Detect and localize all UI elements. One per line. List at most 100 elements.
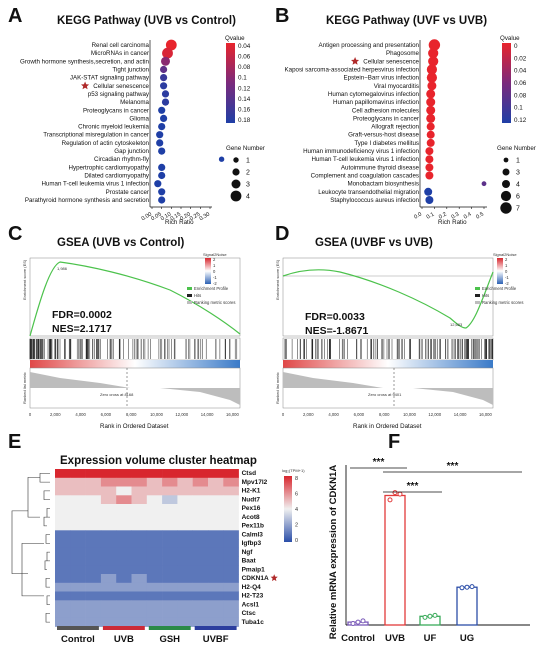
gene-size-label: 4 <box>246 194 250 201</box>
qvalue-tick: 0.16 <box>238 106 251 113</box>
heatmap-cell <box>132 557 148 566</box>
gene-row-label: Acsl1 <box>242 601 260 608</box>
heatmap-cell <box>147 530 163 539</box>
panel-c-ranking-metric <box>30 372 240 405</box>
heatmap-cell <box>70 478 86 487</box>
heatmap-cell <box>193 548 209 557</box>
pathway-label: Graft-versus-host disease <box>348 132 419 139</box>
qvalue-tick: 0.1 <box>238 75 247 82</box>
x-tick-label: 6,000 <box>101 412 112 417</box>
colorbar-tick: 0 <box>213 269 216 274</box>
pathway-dot <box>482 181 487 186</box>
heatmap-cell <box>193 574 209 583</box>
heatmap-cell <box>223 618 239 627</box>
heatmap-cell <box>55 592 71 601</box>
heatmap-cell <box>193 522 209 531</box>
pathway-dot <box>425 172 433 180</box>
legend-swatch <box>475 294 480 297</box>
heatmap-cell <box>162 574 178 583</box>
heatmap-cell <box>193 539 209 548</box>
gene-size-dot <box>233 157 238 162</box>
heatmap-cell <box>223 548 239 557</box>
heatmap-cell <box>116 469 132 478</box>
heatmap-cell <box>132 609 148 618</box>
pathway-dot <box>160 74 167 81</box>
panel-a-gene-legend: 1 2 3 4 <box>231 157 250 201</box>
group-bar <box>195 626 237 630</box>
heatmap-cell <box>162 618 178 627</box>
pathway-dot <box>427 139 435 147</box>
pathway-label: Parathyroid hormone synthesis and secret… <box>25 197 150 204</box>
heatmap-cell <box>208 574 224 583</box>
heatmap-cell <box>147 609 163 618</box>
heatmap-cell <box>147 557 163 566</box>
panel-label-d: D <box>275 223 289 245</box>
heatmap-cell <box>177 469 193 478</box>
qvalue-tick: 0.08 <box>238 64 251 71</box>
panel-d-fdr: FDR=0.0033 <box>305 311 365 323</box>
x-category-label: UVB <box>385 633 405 644</box>
heatmap-cell <box>162 513 178 522</box>
heatmap-cell <box>101 618 117 627</box>
heatmap-cell <box>70 592 86 601</box>
heatmap-cell <box>208 618 224 627</box>
heatmap-cell <box>86 469 102 478</box>
pathway-dot <box>426 89 435 98</box>
pathway-label: Antigen processing and presentation <box>319 42 420 49</box>
heatmap-cell <box>86 522 102 531</box>
heatmap-cell <box>132 487 148 496</box>
heatmap-cell <box>223 592 239 601</box>
heatmap-cell <box>70 600 86 609</box>
heatmap-cell <box>86 592 102 601</box>
gene-row-label: Igfbp3 <box>242 540 262 547</box>
colorbar-tick: 6 <box>295 492 298 498</box>
pathway-label: Proteoglycans in cancer <box>353 115 419 122</box>
heatmap-cell <box>101 609 117 618</box>
panel-d-ylabel-bottom: Ranked list metric <box>275 372 280 404</box>
pathway-dot <box>427 81 436 90</box>
pathway-label: Type I diabetes mellitus <box>354 140 419 147</box>
data-point <box>356 620 360 624</box>
panel-e-colorbar <box>284 476 292 542</box>
pathway-label: Monobactam biosynthesis <box>347 181 419 188</box>
dendrogram-branch <box>28 477 40 517</box>
pathway-label: Allograft rejection <box>371 124 419 131</box>
heatmap-cell <box>132 600 148 609</box>
heatmap-cell <box>162 487 178 496</box>
dendrogram-branch <box>47 508 50 517</box>
heatmap-cell <box>193 609 209 618</box>
heatmap-cell <box>147 504 163 513</box>
colorbar-tick: 2 <box>295 523 298 529</box>
heatmap-cell <box>162 600 178 609</box>
x-tick-label: 6,000 <box>354 412 365 417</box>
panel-d-legend: Enrichment ProfileHitsRanking metric sco… <box>475 286 523 305</box>
heatmap-cell <box>132 548 148 557</box>
gene-row-label: H2-K1 <box>242 488 261 495</box>
heatmap-cell <box>208 469 224 478</box>
heatmap-cell <box>101 469 117 478</box>
heatmap-cell <box>147 522 163 531</box>
heatmap-cell <box>177 504 193 513</box>
pathway-dot <box>425 163 433 171</box>
heatmap-cell <box>116 592 132 601</box>
dendrogram-branch <box>40 473 50 482</box>
qvalue-tick: 0.04 <box>514 68 527 75</box>
panel-d-title: GSEA (UVBF vs UVB) <box>315 237 433 249</box>
group-label: Control <box>61 634 95 645</box>
heatmap-cell <box>208 600 224 609</box>
heatmap-cell <box>223 487 239 496</box>
heatmap-cell <box>147 539 163 548</box>
panel-d-colorbar-ticks: 210-1-2 <box>505 257 509 286</box>
heatmap-cell <box>86 478 102 487</box>
gene-row-label: Baat <box>242 558 257 565</box>
pathway-label: Human cytomegalovirus infection <box>328 91 420 98</box>
panel-c-xticks: 0 2,000 4,000 6,000 8,000 10,000 12,000 14,000 1… <box>29 412 240 417</box>
pathway-label: Staphylococcus aureus infection <box>330 197 419 204</box>
dendrogram-branch <box>46 613 50 622</box>
pathway-dot <box>158 123 165 130</box>
qvalue-tick: 0.12 <box>238 85 251 92</box>
dendrogram-branch <box>47 552 50 561</box>
heatmap-cell <box>193 618 209 627</box>
gene-size-dot <box>504 158 509 163</box>
